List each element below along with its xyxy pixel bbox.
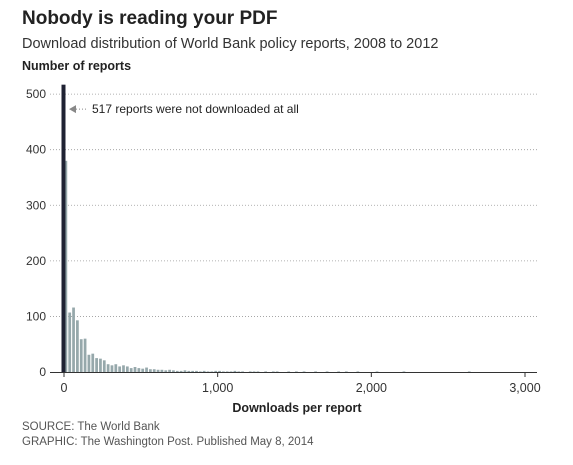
y-tick-label: 500 [26, 87, 46, 101]
histogram-bar [241, 371, 244, 372]
x-tick-labels: 0 1,000 2,000 3,000 [61, 372, 541, 395]
histogram-bar [225, 371, 229, 372]
y-tick-label: 100 [26, 309, 46, 323]
histogram-bar [79, 339, 83, 372]
histogram-bar [314, 371, 317, 372]
annotation-arrow-head [69, 105, 76, 114]
histogram-bar [187, 370, 191, 372]
histogram-bar [95, 358, 98, 372]
source-line: SOURCE: The World Bank [22, 421, 160, 433]
histogram-bar [133, 366, 137, 372]
histogram-bar [110, 365, 114, 372]
histogram-bar [191, 370, 195, 372]
histogram-bar [218, 370, 221, 372]
histogram-bar [302, 371, 306, 372]
histogram-bar [106, 364, 110, 372]
histogram-bar [175, 370, 179, 372]
histogram-bar [164, 370, 168, 372]
x-tick-label: 1,000 [202, 381, 233, 395]
histogram-bar [72, 307, 75, 372]
histogram-bar [145, 367, 148, 372]
histogram-bar [198, 371, 202, 372]
source-note: SOURCE: The World Bank GRAPHIC: The Wash… [22, 420, 313, 450]
histogram-bar [125, 366, 129, 372]
y-tick-label: 200 [26, 254, 46, 268]
histogram-bar [264, 371, 268, 372]
histogram-bar [229, 371, 233, 372]
histogram-bar [64, 160, 68, 372]
histogram-bar [114, 364, 118, 372]
histogram-bar [99, 358, 102, 372]
chart-title: Nobody is reading your PDF [22, 8, 278, 29]
y-tick-labels: 0 100 200 300 400 500 [26, 87, 46, 379]
x-tick-label: 3,000 [509, 381, 540, 395]
histogram-bar [172, 370, 175, 372]
histogram-bar [76, 320, 79, 372]
histogram-bar [102, 360, 106, 372]
histogram-bar [122, 365, 125, 372]
histogram-bar [195, 370, 198, 372]
histogram-bar [68, 312, 72, 372]
y-axis-label: Number of reports [22, 59, 132, 73]
histogram-bar [275, 371, 279, 372]
histogram-bar [118, 366, 122, 372]
x-tick-label: 2,000 [356, 381, 387, 395]
histogram-bar [256, 371, 260, 372]
histogram-bar [467, 371, 471, 372]
histogram-bar [156, 369, 160, 372]
histogram-bar [141, 368, 145, 372]
x-axis-label: Downloads per report [232, 401, 362, 415]
histogram-bar [233, 370, 237, 372]
x-tick-label: 0 [61, 381, 68, 395]
annotation-text: 517 reports were not downloaded at all [92, 102, 299, 116]
histogram-bar [295, 371, 298, 372]
histogram-bar [287, 371, 291, 372]
histogram-bar [149, 369, 152, 372]
histogram-bar [356, 371, 360, 372]
histogram-bar [237, 371, 241, 372]
zero-downloads-bar [61, 84, 66, 373]
histogram-bar [252, 371, 256, 372]
histogram-bar [179, 370, 183, 372]
gridlines [50, 93, 537, 317]
histogram-bar [344, 371, 348, 372]
histogram-bar [183, 370, 187, 372]
histogram-bar [160, 369, 164, 372]
histogram-bar [152, 369, 156, 372]
y-tick-label: 300 [26, 198, 46, 212]
histogram-bar [337, 371, 340, 372]
chart-subtitle: Download distribution of World Bank poli… [22, 36, 439, 52]
y-tick-label: 0 [39, 365, 46, 379]
histogram-bar [168, 369, 171, 372]
histogram-bar [222, 371, 225, 372]
histogram-bar [87, 354, 91, 372]
histogram-bar [210, 371, 214, 372]
bars [61, 84, 471, 373]
histogram-bar [137, 368, 141, 372]
histogram-bar [375, 371, 379, 372]
histogram-bar [129, 368, 133, 372]
histogram-bar [325, 371, 329, 372]
histogram-bar [91, 353, 95, 372]
histogram-bar [402, 371, 406, 372]
graphic-credit: GRAPHIC: The Washington Post. Published … [22, 436, 314, 448]
histogram-bar [83, 338, 87, 372]
annotation: 517 reports were not downloaded at all [69, 102, 299, 116]
histogram-bar [202, 370, 206, 372]
y-tick-label: 400 [26, 143, 46, 157]
histogram-bar [271, 371, 275, 372]
histogram-bar [248, 371, 252, 372]
histogram-bar [206, 371, 210, 372]
histogram-bar [214, 370, 218, 372]
